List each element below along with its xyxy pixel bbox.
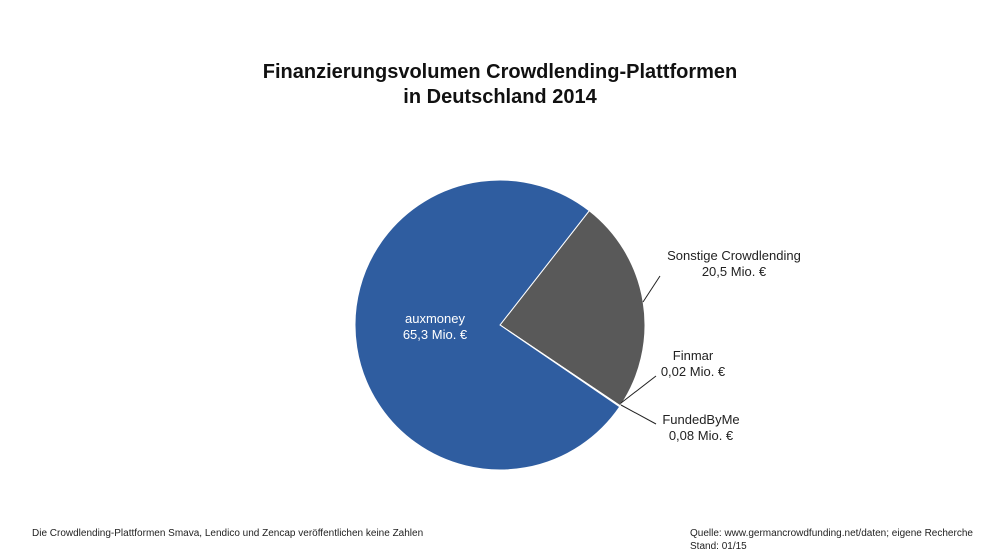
- leader-line: [642, 275, 661, 303]
- data-label: Sonstige Crowdlending 20,5 Mio. €: [667, 248, 801, 279]
- pie-slice: [499, 210, 646, 407]
- chart-title: Finanzierungsvolumen Crowdlending-Plattf…: [263, 61, 737, 83]
- data-label: FundedByMe 0,08 Mio. €: [662, 412, 739, 443]
- leader-line: [620, 375, 657, 404]
- pie-slice: [354, 179, 621, 471]
- date: Stand: 01/15: [690, 541, 747, 552]
- leader-line: [620, 404, 657, 425]
- data-label: auxmoney 65,3 Mio. €: [403, 311, 468, 342]
- category-label: auxmoney: [405, 311, 465, 326]
- category-label: FundedByMe: [662, 412, 739, 427]
- data-label: Finmar 0,02 Mio. €: [661, 348, 726, 379]
- value-label: 0,02 Mio. €: [661, 364, 726, 379]
- source: Quelle: www.germancrowdfunding.net/daten…: [690, 528, 973, 539]
- value-label: 65,3 Mio. €: [403, 327, 468, 342]
- footnote: Die Crowdlending-Plattformen Smava, Lend…: [32, 528, 423, 539]
- value-label: 0,08 Mio. €: [669, 428, 734, 443]
- value-label: 20,5 Mio. €: [702, 264, 767, 279]
- category-label: Finmar: [673, 348, 714, 363]
- category-label: Sonstige Crowdlending: [667, 248, 801, 263]
- chart-subtitle: in Deutschland 2014: [403, 86, 597, 108]
